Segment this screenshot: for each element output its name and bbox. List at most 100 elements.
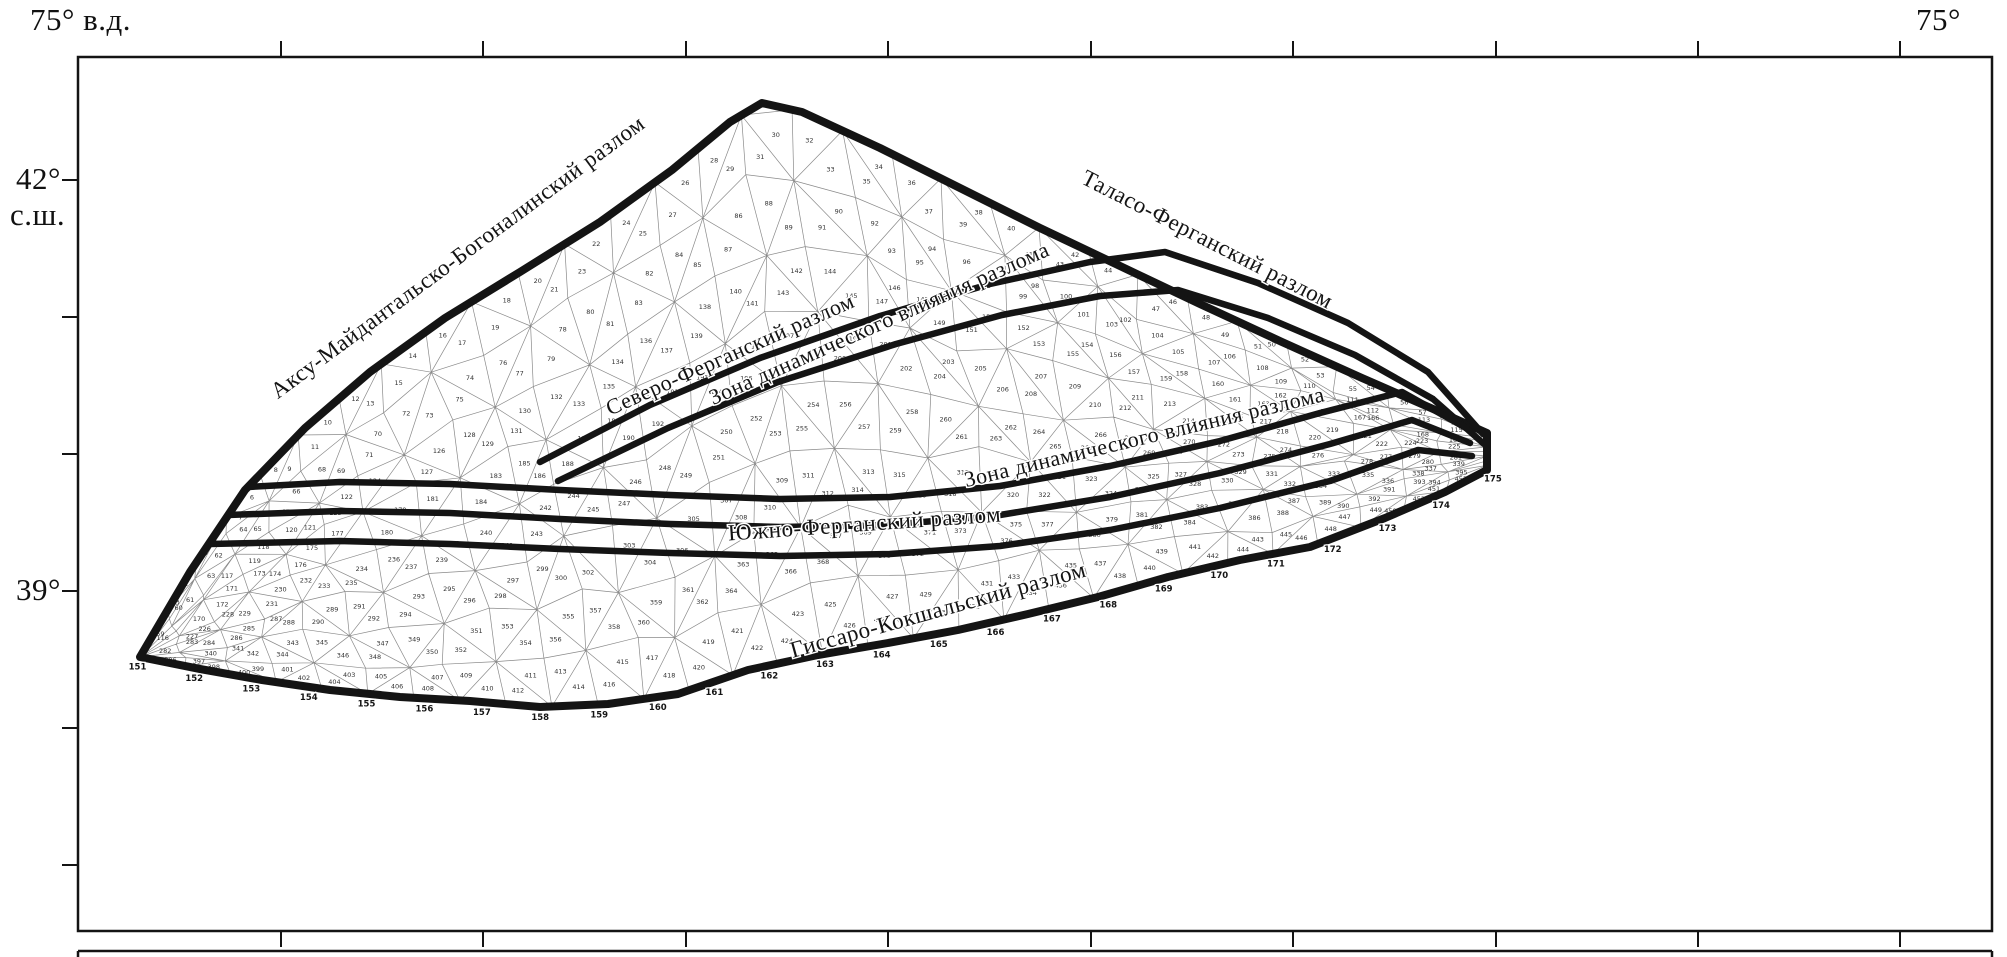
mesh-element-number: 440 <box>1143 564 1155 572</box>
mesh-element-number: 450 <box>1384 507 1396 515</box>
mesh-element-number: 290 <box>312 618 324 626</box>
fault-label: Аксу-Майдантальско-Богоналинский разлом <box>266 111 650 404</box>
mesh-element-number: 294 <box>399 611 411 619</box>
mesh-element-number: 130 <box>519 407 531 415</box>
mesh-element-number: 133 <box>573 400 585 408</box>
mesh-element-number: 29 <box>726 165 734 173</box>
mesh-element-number: 406 <box>391 682 403 690</box>
mesh-element-number: 175 <box>306 544 318 552</box>
boundary-node-number: 175 <box>1484 475 1502 485</box>
mesh-element-number: 224 <box>1404 439 1416 447</box>
mesh-element-number: 369 <box>859 529 871 537</box>
mesh-element-number: 136 <box>640 337 652 345</box>
mesh-element-number: 103 <box>1106 321 1118 329</box>
mesh-element-number: 79 <box>547 355 555 363</box>
mesh-element-number: 373 <box>954 527 966 535</box>
mesh-element-number: 320 <box>1007 491 1019 499</box>
mesh-element-number: 276 <box>1312 452 1324 460</box>
mesh-element-number: 111 <box>1346 396 1358 404</box>
mesh-element-number: 431 <box>981 579 993 587</box>
fault-outer-boundary <box>136 99 1491 711</box>
mesh-element-number: 428 <box>874 616 886 624</box>
mesh-element-number: 351 <box>470 627 482 635</box>
mesh-element-number: 66 <box>292 488 300 496</box>
mesh-element-number: 435 <box>1065 562 1077 570</box>
mesh-element-number: 162 <box>1274 392 1286 400</box>
mesh-element-number: 82 <box>645 269 653 277</box>
mesh-element-number: 196 <box>740 374 752 382</box>
mesh-element-number: 199 <box>849 335 861 343</box>
mesh-element-number: 207 <box>1035 373 1047 381</box>
mesh-element-number: 415 <box>616 658 628 666</box>
mesh-element-number: 89 <box>784 224 792 232</box>
mesh-element-number: 53 <box>1316 372 1324 380</box>
mesh-element-number: 172 <box>216 601 228 609</box>
mesh-element-number: 438 <box>1114 572 1126 580</box>
mesh-element-number: 109 <box>1275 377 1287 385</box>
mesh-element-number: 350 <box>426 648 438 656</box>
mesh-element-number: 250 <box>720 428 732 436</box>
mesh-element-number: 104 <box>1151 332 1163 340</box>
mesh-element-number: 231 <box>266 600 278 608</box>
mesh-element-number: 68 <box>318 466 326 474</box>
mesh-element-number: 357 <box>589 607 601 615</box>
mesh-element-number: 9 <box>287 465 291 473</box>
mesh-element-number: 348 <box>369 653 381 661</box>
mesh-element-number: 437 <box>1094 560 1106 568</box>
axis-label-latitude-39: 39° <box>16 572 61 607</box>
mesh-element-number: 335 <box>1362 471 1374 479</box>
mesh-element-number: 85 <box>693 261 701 269</box>
axis-label-latitude-42: 42° <box>16 161 61 196</box>
mesh-element-number: 99 <box>1019 293 1027 301</box>
mesh-element-number: 195 <box>751 343 763 351</box>
mesh-element-number: 254 <box>807 401 819 409</box>
mesh-element-number: 147 <box>876 298 888 306</box>
mesh-element-number: 423 <box>792 610 804 618</box>
mesh-element-number: 80 <box>586 308 594 316</box>
mesh-element-number: 300 <box>555 574 567 582</box>
mesh-element-number: 355 <box>562 612 574 620</box>
mesh-element-number: 259 <box>889 427 901 435</box>
mesh-element-number: 34 <box>875 163 883 171</box>
mesh-element-number: 157 <box>1128 368 1140 376</box>
mesh-element-number: 198 <box>802 355 814 363</box>
mesh-element-number: 43 <box>1056 261 1064 269</box>
mesh-element-number: 234 <box>356 565 368 573</box>
mesh-element-number: 322 <box>1038 491 1050 499</box>
mesh-element-number: 327 <box>1175 471 1187 479</box>
mesh-element-number: 340 <box>204 650 216 658</box>
mesh-element-number: 216 <box>1217 420 1229 428</box>
mesh-element-number: 32 <box>805 136 813 144</box>
mesh-element-number: 344 <box>276 650 288 658</box>
mesh-element-number: 176 <box>294 561 306 569</box>
mesh-element-number: 11 <box>311 443 319 451</box>
mesh-element-number: 364 <box>725 587 737 595</box>
map-frame <box>76 55 1994 933</box>
mesh-element-number: 393 <box>1413 478 1425 486</box>
mesh-element-number: 83 <box>634 299 642 307</box>
mesh-element-number: 128 <box>463 431 475 439</box>
mesh-element-number: 126 <box>433 447 445 455</box>
mesh-element-number: 275 <box>1263 452 1275 460</box>
mesh-element-number: 74 <box>466 374 474 382</box>
mesh-element-number: 183 <box>490 472 502 480</box>
mesh-element-number: 419 <box>702 638 714 646</box>
axis-label-longitude-left: 75° в.д. <box>30 2 132 37</box>
mesh-element-number: 59 <box>156 630 164 638</box>
mesh-element-number: 448 <box>1324 525 1336 533</box>
mesh-element-number: 38 <box>974 208 982 216</box>
mesh-element-number: 342 <box>247 650 259 658</box>
mesh-element-number: 64 <box>239 526 247 534</box>
mesh-element-number: 19 <box>491 324 499 332</box>
mesh-element-number: 170 <box>193 615 205 623</box>
mesh-element-number: 210 <box>1089 401 1101 409</box>
mesh-element-number: 251 <box>712 453 724 461</box>
mesh-element-number: 106 <box>1223 352 1235 360</box>
mesh-element-number: 13 <box>366 400 374 408</box>
mesh-element-number: 303 <box>623 541 635 549</box>
mesh-element-number: 197 <box>782 332 794 340</box>
mesh-element-number: 442 <box>1207 552 1219 560</box>
mesh-element-number: 414 <box>572 683 584 691</box>
boundary-node-number: 153 <box>242 684 260 694</box>
mesh-element-number: 282 <box>159 647 171 655</box>
